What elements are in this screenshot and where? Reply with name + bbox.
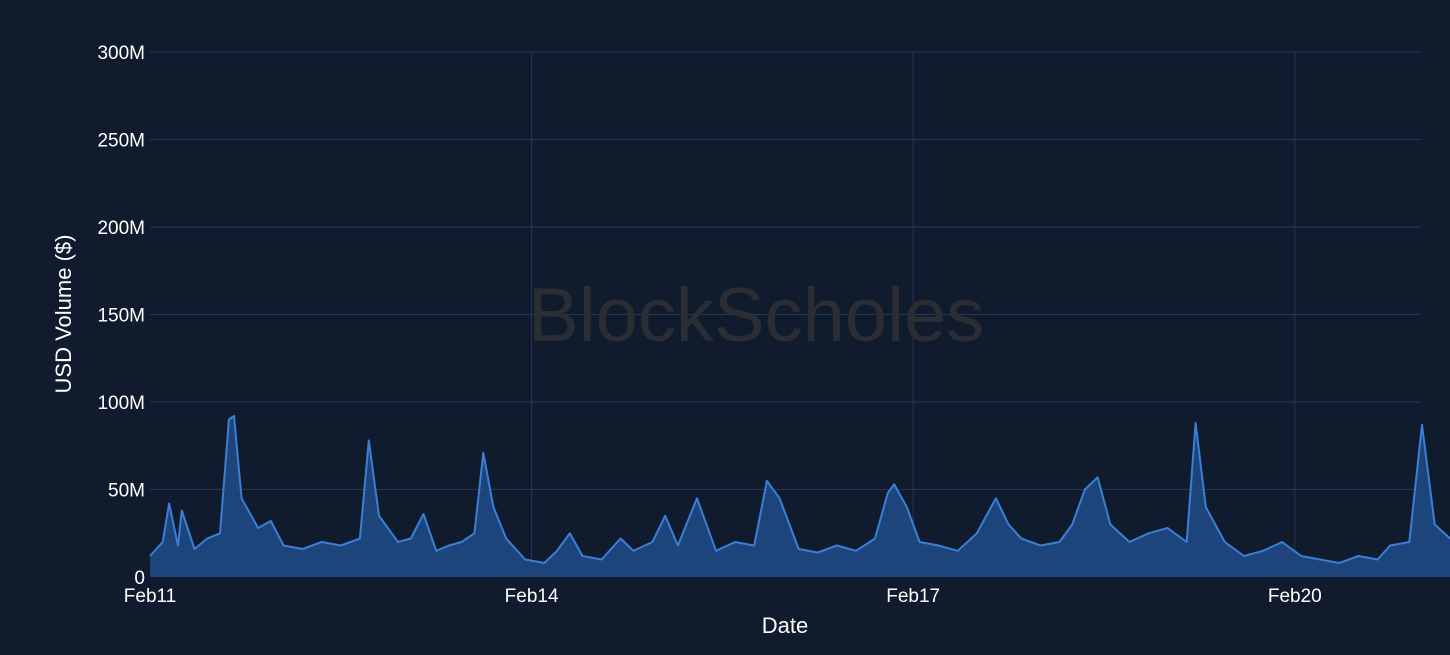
y-axis-title: USD Volume ($)	[51, 235, 76, 394]
volume-area-fill	[150, 416, 1450, 577]
y-tick-label: 50M	[108, 481, 145, 502]
x-tick-label: Feb17	[886, 586, 940, 607]
x-axis-title: Date	[762, 613, 808, 638]
x-tick-label: Feb14	[505, 586, 559, 607]
y-tick-label: 100M	[97, 393, 145, 414]
y-tick-label: 300M	[97, 43, 145, 64]
y-tick-label: 200M	[97, 218, 145, 239]
area-layer	[149, 415, 1450, 577]
y-tick-label: 250M	[97, 131, 145, 152]
volume-series-line	[149, 415, 1450, 564]
grid-layer	[150, 51, 1420, 577]
x-tick-label: Feb11	[124, 586, 176, 607]
x-tick-label: Feb20	[1268, 586, 1322, 607]
y-tick-label: 0	[134, 568, 145, 589]
axis-layer: 0 50M 100M 150M 200M 250M 300M Feb11 Feb14 Feb17 F…	[97, 43, 1322, 607]
y-tick-label: 150M	[97, 306, 145, 327]
